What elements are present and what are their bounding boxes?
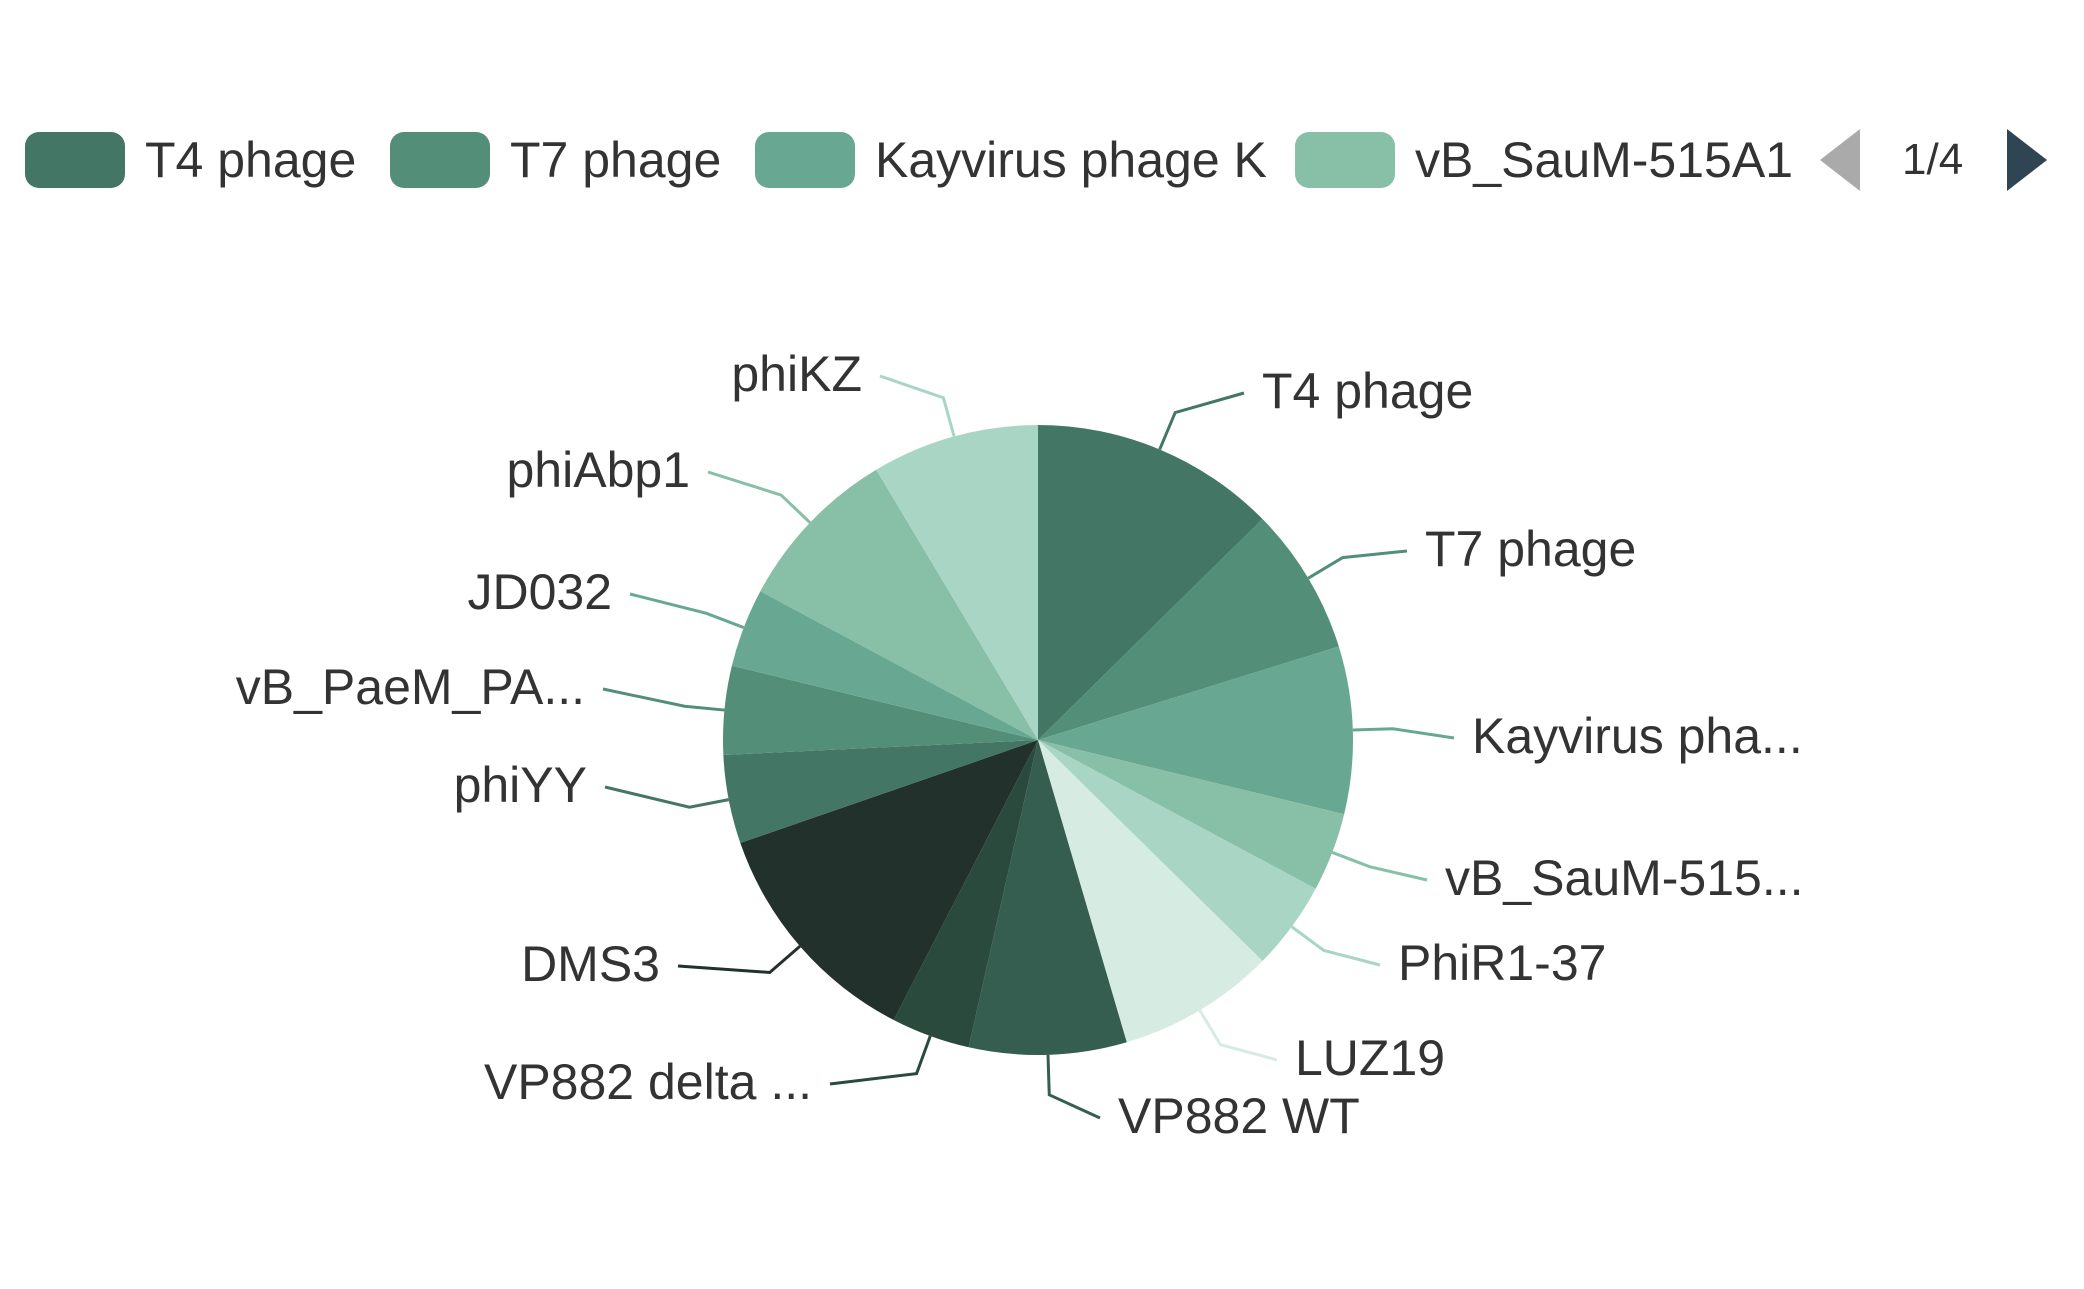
pie-slice[interactable] <box>723 665 1038 755</box>
label-leader-line <box>677 945 801 975</box>
pie-slice[interactable] <box>740 740 1038 1020</box>
legend-prev-page-icon[interactable] <box>1820 129 1860 191</box>
label-leader-line <box>707 470 812 524</box>
legend-item-t7-phage[interactable]: T7 phage <box>390 125 721 195</box>
slice-label: phiKZ <box>731 346 862 402</box>
label-leader-line <box>1198 1009 1278 1062</box>
legend-page-indicator: 1/4 <box>1902 135 1964 184</box>
pie-slice[interactable] <box>1038 740 1345 889</box>
pie-slices <box>723 425 1353 1055</box>
label-leader-line <box>1046 1054 1101 1120</box>
slice-label: LUZ19 <box>1295 1030 1445 1086</box>
slice-label: T4 phage <box>1262 363 1473 419</box>
legend-swatch <box>755 132 855 188</box>
label-leader-line <box>604 785 729 809</box>
legend-item-vb-saum-515a1[interactable]: vB_SauM-515A1 <box>1295 125 1793 195</box>
pie-slice[interactable] <box>1038 425 1263 740</box>
slice-label: JD032 <box>467 564 612 620</box>
legend-pager: 1/4 <box>1820 125 2048 195</box>
legend-item-t4-phage[interactable]: T4 phage <box>25 125 356 195</box>
label-leader-line <box>1331 851 1428 882</box>
label-leader-line <box>629 592 745 629</box>
legend-swatch <box>1295 132 1395 188</box>
legend-label: vB_SauM-515A1 <box>1415 132 1794 188</box>
pie-slice[interactable] <box>1038 740 1263 1043</box>
label-leader-line <box>1307 549 1408 580</box>
pie-slice[interactable] <box>893 740 1038 1048</box>
pie-slice[interactable] <box>1038 646 1353 815</box>
label-leader-line <box>1158 391 1245 451</box>
legend-next-page-icon[interactable] <box>2007 129 2048 191</box>
slice-label: DMS3 <box>521 936 660 992</box>
legend-label: Kayvirus phage K <box>875 132 1267 188</box>
slice-label: Kayvirus pha... <box>1472 708 1803 764</box>
pie-slice[interactable] <box>968 740 1127 1055</box>
pie-slice[interactable] <box>876 425 1038 740</box>
slice-label: T7 phage <box>1425 521 1636 577</box>
legend-label: T4 phage <box>145 132 357 188</box>
label-leader-line <box>1290 925 1381 967</box>
slice-labels: T4 phage T7 phage Kayvirus pha... vB_SauM-5… <box>236 346 1804 1144</box>
slice-label: vB_PaeM_PA... <box>236 659 585 715</box>
slice-label: PhiR1-37 <box>1398 935 1606 991</box>
slice-label: phiAbp1 <box>507 442 691 498</box>
pie-slice[interactable] <box>1038 519 1339 740</box>
label-lines <box>602 374 1455 1120</box>
label-leader-line <box>879 374 956 437</box>
legend-label: T7 phage <box>510 132 722 188</box>
slice-label: VP882 delta ... <box>484 1054 812 1110</box>
legend-item-kayvirus-phage-k[interactable]: Kayvirus phage K <box>755 125 1267 195</box>
label-leader-line <box>602 687 725 712</box>
pie-slice[interactable] <box>723 740 1038 844</box>
chart-legend: T4 phage T7 phage Kayvirus phage K vB_Sa… <box>0 125 2084 195</box>
legend-swatch <box>25 132 125 188</box>
slice-label: vB_SauM-515... <box>1445 850 1804 906</box>
label-leader-line <box>829 1035 932 1086</box>
pie-slice[interactable] <box>731 591 1038 740</box>
slice-label: VP882 WT <box>1118 1088 1360 1144</box>
legend-swatch <box>390 132 490 188</box>
slice-label: phiYY <box>454 757 587 813</box>
pie-slice[interactable] <box>760 469 1038 740</box>
label-leader-line <box>1352 727 1455 740</box>
pie-slice[interactable] <box>1038 740 1316 961</box>
